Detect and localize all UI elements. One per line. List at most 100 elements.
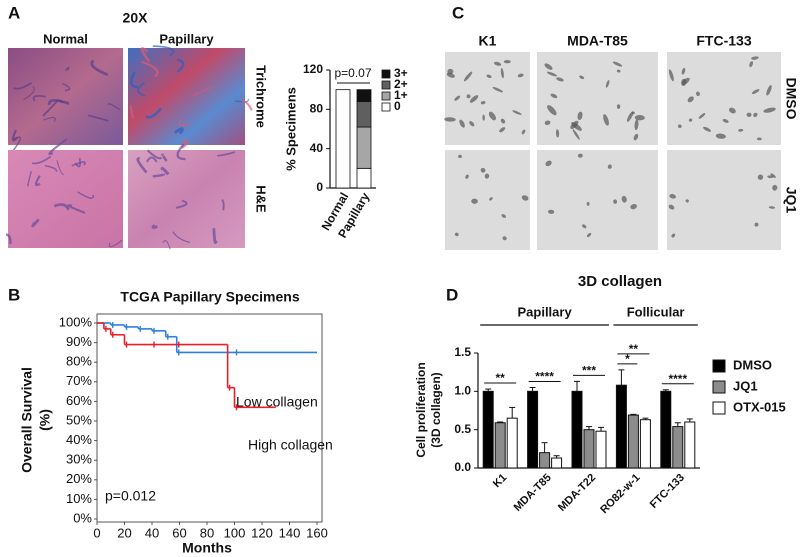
series-label: High collagen xyxy=(248,437,333,453)
cell-shape xyxy=(698,113,706,119)
tissue-fiber xyxy=(27,171,32,187)
cell-shape xyxy=(681,67,686,75)
tissue-fiber xyxy=(47,99,70,106)
tissue-fiber xyxy=(176,58,185,73)
tissue-fiber xyxy=(146,156,158,163)
bar xyxy=(539,452,551,469)
panel-letter: C xyxy=(452,3,464,22)
error-bar xyxy=(642,417,649,420)
tissue-fiber xyxy=(44,164,58,173)
cell-shape xyxy=(634,114,645,121)
cell-shape xyxy=(555,129,560,138)
plot-frame xyxy=(96,313,323,523)
cell-shape xyxy=(466,94,471,99)
micrograph xyxy=(445,52,530,145)
cell-shape xyxy=(687,96,694,103)
chart-title: TCGA Papillary Specimens xyxy=(120,289,299,305)
cell-shape xyxy=(544,120,551,126)
micrograph xyxy=(8,48,123,145)
tissue-fiber xyxy=(151,224,158,229)
cell-shape xyxy=(488,111,496,121)
caption: 3D collagen xyxy=(578,273,662,290)
cell-shape xyxy=(512,110,522,115)
group-label: Follicular xyxy=(627,304,685,319)
bar xyxy=(684,421,696,469)
cell-shape xyxy=(633,133,639,141)
bar xyxy=(627,414,639,469)
cell-shape xyxy=(492,87,504,93)
x-tick-label: K1 xyxy=(491,472,509,490)
x-tick-label: 120 xyxy=(251,525,273,540)
column-label: K1 xyxy=(479,33,497,49)
tissue-fiber xyxy=(13,81,33,90)
y-axis-label: Overall Survival xyxy=(19,367,35,473)
panel-letter: B xyxy=(8,285,20,304)
cell-shape xyxy=(770,173,776,178)
row-label: DMSO xyxy=(783,78,799,120)
cell-shape xyxy=(715,133,726,139)
y-tick-label: 0.5 xyxy=(454,422,471,436)
y-tick-label: 20% xyxy=(66,471,92,486)
cell-shape xyxy=(503,60,511,64)
cell-shape xyxy=(454,232,459,237)
tissue-fiber xyxy=(160,166,170,176)
bar-segment xyxy=(356,89,372,102)
tissue-fiber xyxy=(145,107,162,119)
tissue-fiber xyxy=(212,228,218,244)
legend-label: 3+ xyxy=(394,66,408,80)
micrograph xyxy=(445,150,530,250)
cell-shape xyxy=(751,56,759,60)
error-bar xyxy=(662,389,669,392)
cell-shape xyxy=(550,93,558,99)
cell-shape xyxy=(722,118,729,123)
cell-shape xyxy=(767,175,774,179)
cell-shape xyxy=(607,164,612,169)
error-bar xyxy=(686,418,693,422)
cell-shape xyxy=(500,68,504,79)
cell-shape xyxy=(772,184,778,191)
cell-shape xyxy=(682,77,690,85)
cell-shape xyxy=(486,74,492,79)
y-axis-label: (%) xyxy=(37,409,53,431)
cell-shape xyxy=(489,197,493,201)
cell-shape xyxy=(480,167,486,173)
cell-shape xyxy=(502,236,507,241)
column-label: MDA-T85 xyxy=(567,33,628,49)
bar-segment xyxy=(356,101,372,128)
tissue-fiber xyxy=(62,82,71,92)
cell-shape xyxy=(738,128,744,132)
cell-shape xyxy=(671,233,676,238)
x-tick-label: 100 xyxy=(224,525,246,540)
bar xyxy=(615,384,627,469)
cell-shape xyxy=(685,199,689,203)
cell-shape xyxy=(545,160,552,167)
y-tick-label: 30% xyxy=(66,452,92,467)
cell-shape xyxy=(484,173,490,179)
tissue-fiber xyxy=(31,218,40,228)
tissue-fiber xyxy=(108,103,121,111)
cell-shape xyxy=(579,75,585,80)
x-tick-label: 40 xyxy=(145,525,159,540)
y-tick-label: 70% xyxy=(66,373,92,388)
y-tick-label: 80 xyxy=(310,102,324,116)
cell-shape xyxy=(677,124,682,129)
bar xyxy=(527,390,539,469)
tissue-fiber xyxy=(146,149,163,160)
micrograph xyxy=(128,150,245,248)
tissue-fiber xyxy=(67,204,86,214)
tissue-fiber xyxy=(56,160,64,176)
cell-shape xyxy=(603,114,609,126)
y-tick-label: 1.5 xyxy=(454,345,471,359)
tissue-fiber xyxy=(221,199,225,211)
tissue-fiber xyxy=(90,59,109,77)
cell-shape xyxy=(471,198,478,204)
legend-label: DMSO xyxy=(733,357,772,372)
x-tick-label: MDA-T85 xyxy=(512,472,554,514)
x-tick-label: 20 xyxy=(117,525,131,540)
cell-shape xyxy=(756,137,762,141)
micrograph xyxy=(537,150,658,250)
legend-swatch xyxy=(712,401,726,415)
micrograph xyxy=(537,52,658,145)
cell-shape xyxy=(668,69,674,82)
cell-shape xyxy=(605,80,610,88)
